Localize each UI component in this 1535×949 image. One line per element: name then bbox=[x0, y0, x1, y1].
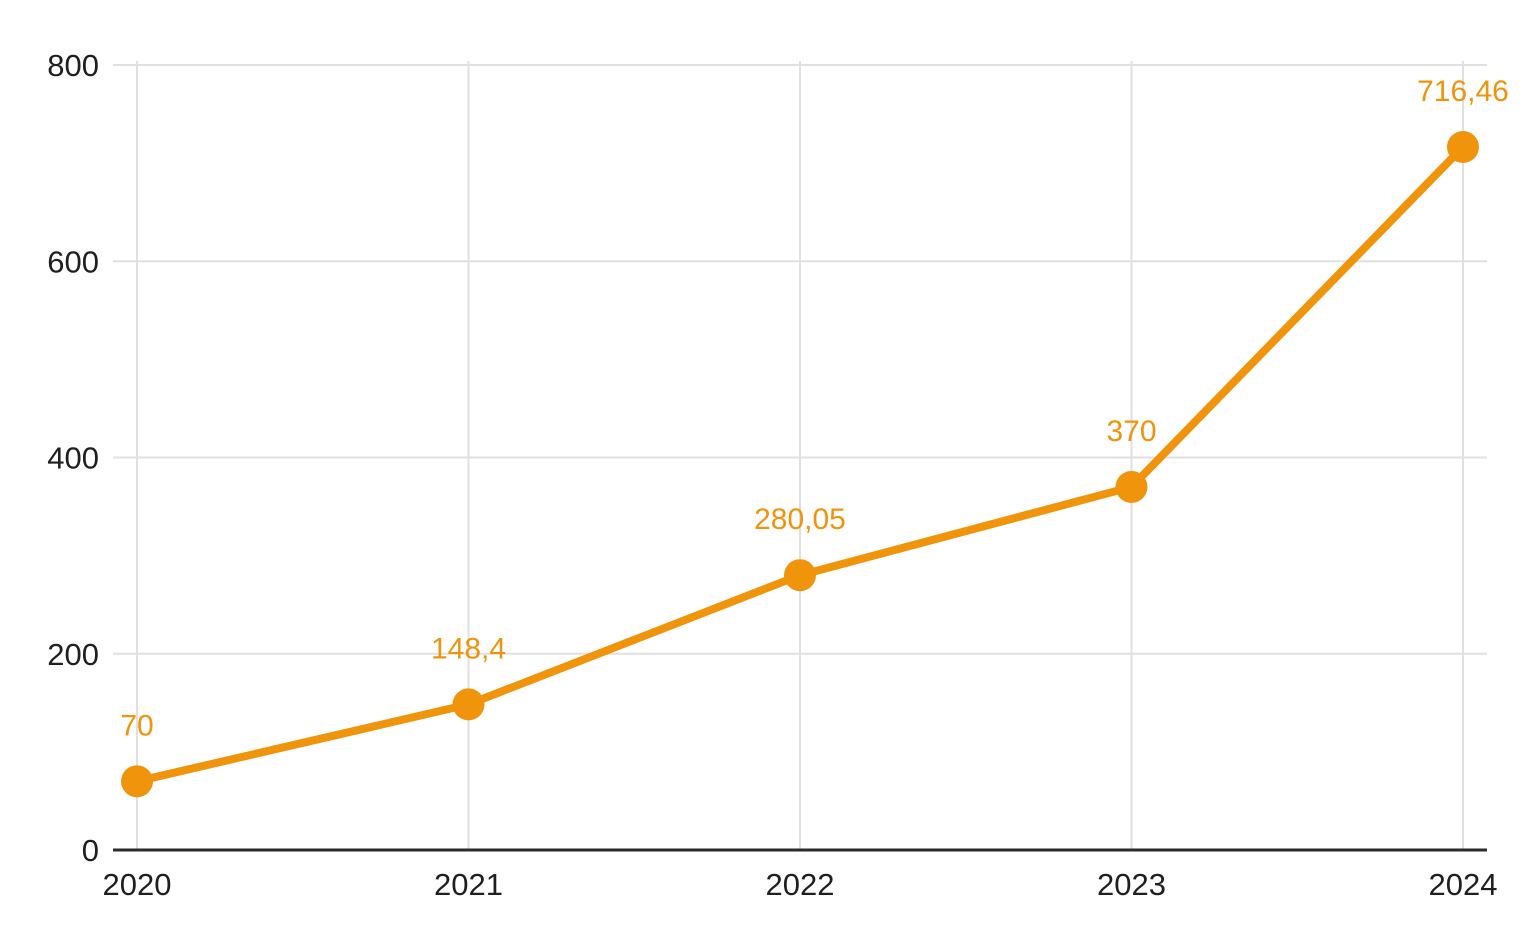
data-point-label: 370 bbox=[1106, 415, 1156, 448]
x-tick-label: 2024 bbox=[1429, 867, 1498, 902]
data-point bbox=[452, 688, 485, 721]
y-tick-label: 0 bbox=[82, 833, 99, 868]
data-point-label: 280,05 bbox=[754, 503, 846, 536]
data-point bbox=[1115, 470, 1148, 503]
y-tick-label: 800 bbox=[47, 48, 99, 83]
data-point-label: 716,46 bbox=[1417, 75, 1509, 108]
data-point-label: 148,4 bbox=[431, 632, 506, 665]
x-tick-label: 2022 bbox=[766, 867, 835, 902]
data-point bbox=[1447, 130, 1479, 163]
data-point bbox=[784, 559, 816, 592]
y-tick-label: 600 bbox=[47, 244, 99, 279]
x-tick-label: 2023 bbox=[1097, 867, 1166, 902]
y-tick-label: 400 bbox=[47, 441, 99, 476]
data-point-label: 70 bbox=[120, 709, 153, 742]
y-tick-label: 200 bbox=[47, 637, 99, 672]
data-point bbox=[121, 765, 153, 798]
x-tick-label: 2020 bbox=[103, 867, 172, 902]
x-tick-label: 2021 bbox=[434, 867, 503, 902]
